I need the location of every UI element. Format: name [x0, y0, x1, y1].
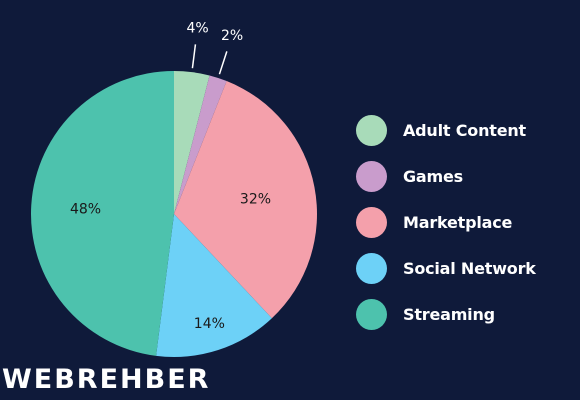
pie-slice-streaming: [30, 71, 175, 356]
legend-item-streaming: Streaming: [356, 291, 536, 337]
legend-swatch-games: [356, 160, 387, 192]
pie-value-label: 14%: [194, 316, 225, 332]
legend-swatch-marketplace: [356, 206, 387, 238]
legend-item-games: Games: [356, 153, 536, 199]
legend-label: Games: [403, 166, 463, 186]
pie-value-label: 48%: [70, 201, 101, 217]
legend-item-marketplace: Marketplace: [356, 199, 536, 245]
legend-swatch-streaming: [356, 298, 387, 330]
pie-slice-social-network: [156, 214, 272, 357]
legend: Adult Content Games Marketplace Social N…: [356, 107, 536, 337]
legend-item-adult-content: Adult Content: [356, 107, 536, 153]
webrehber-logo: WEBREHBER: [2, 364, 211, 395]
legend-label: Streaming: [403, 304, 495, 324]
pie-slice-games: [174, 75, 227, 214]
pie-value-label: 4%: [186, 20, 208, 36]
legend-label: Adult Content: [403, 120, 526, 140]
legend-swatch-social-network: [356, 252, 387, 284]
legend-label: Social Network: [403, 258, 536, 278]
legend-item-social-network: Social Network: [356, 245, 536, 291]
pie-chart: 4% 2% 32% 14% 48%: [30, 20, 318, 357]
pie-value-label: 2%: [221, 28, 243, 44]
pie-slice-marketplace: [174, 81, 318, 319]
legend-label: Marketplace: [403, 212, 513, 232]
leader-line: [218, 51, 228, 75]
legend-swatch-adult-content: [356, 114, 387, 146]
pie-value-label: 32%: [240, 191, 271, 207]
pie-slice-adult-content: [174, 71, 210, 214]
leader-line: [191, 44, 197, 69]
